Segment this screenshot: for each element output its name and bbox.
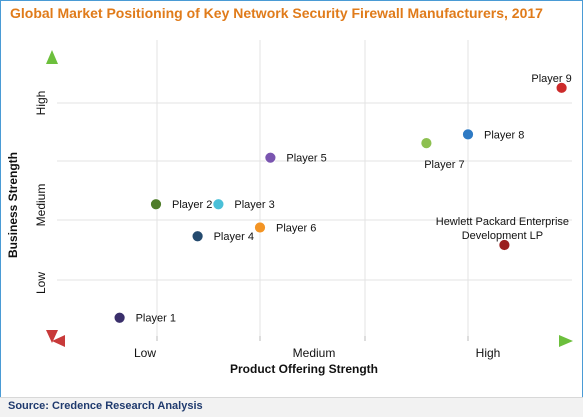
point-player-3: Player 3 xyxy=(212,198,275,211)
point-marker xyxy=(264,151,277,164)
y-category-medium: Medium xyxy=(34,184,48,227)
y-category-high: High xyxy=(34,91,48,116)
y-axis-label: Business Strength xyxy=(6,152,20,258)
point-player-4: Player 4 xyxy=(191,230,254,243)
y-category-labels: Low Medium High xyxy=(34,91,48,294)
point-marker xyxy=(212,198,225,211)
point-label: Player 5 xyxy=(286,153,326,165)
point-label: Player 6 xyxy=(276,223,316,235)
point-label: Player 1 xyxy=(136,313,176,325)
point-player-8: Player 8 xyxy=(462,128,524,141)
point-marker xyxy=(555,81,568,94)
source-note: Source: Credence Research Analysis xyxy=(8,400,203,412)
x-category-medium: Medium xyxy=(293,346,336,360)
point-player-7: Player 7 xyxy=(420,137,465,171)
x-category-high: High xyxy=(476,346,501,360)
x-axis-arrow-left-icon xyxy=(52,335,65,347)
point-player-9: Player 9 xyxy=(531,73,572,94)
point-player-1: Player 1 xyxy=(113,311,176,325)
chart-title: Global Market Positioning of Key Network… xyxy=(10,5,543,21)
y-axis-arrow-down-icon xyxy=(46,330,58,343)
point-label-line-1: Hewlett Packard Enterprise xyxy=(436,216,569,228)
point-marker xyxy=(150,198,162,211)
x-axis-label: Product Offering Strength xyxy=(230,362,378,376)
point-marker xyxy=(498,239,511,251)
x-category-labels: Low Medium High xyxy=(134,346,500,360)
point-label: Player 7 xyxy=(424,159,464,171)
y-category-low: Low xyxy=(34,272,48,294)
point-player-5: Player 5 xyxy=(264,151,327,165)
x-axis-arrow-icon xyxy=(559,335,573,347)
source-bar xyxy=(0,397,583,417)
point-label-line-2: Development LP xyxy=(462,230,543,242)
point-label: Player 2 xyxy=(172,199,212,211)
axes xyxy=(46,50,573,347)
point-label: Player 8 xyxy=(484,129,524,141)
y-axis-arrow-icon xyxy=(46,50,58,64)
point-label: Player 4 xyxy=(214,231,254,243)
point-player-6: Player 6 xyxy=(254,221,316,235)
point-marker xyxy=(191,230,204,243)
point-label: Player 3 xyxy=(234,199,274,211)
x-category-low: Low xyxy=(134,346,156,360)
point-marker xyxy=(420,137,433,150)
point-hewlett-packard-enterprise-development-lp: Hewlett Packard Enterprise Development LP xyxy=(436,216,569,251)
point-marker xyxy=(113,311,126,324)
data-points: Player 1 Player 2 Player 3 Player 4 Player 5… xyxy=(113,73,572,325)
point-player-2: Player 2 xyxy=(150,198,212,211)
grid-lines xyxy=(57,40,572,341)
point-label: Player 9 xyxy=(531,73,571,85)
point-marker xyxy=(254,221,266,234)
point-marker xyxy=(462,128,474,141)
